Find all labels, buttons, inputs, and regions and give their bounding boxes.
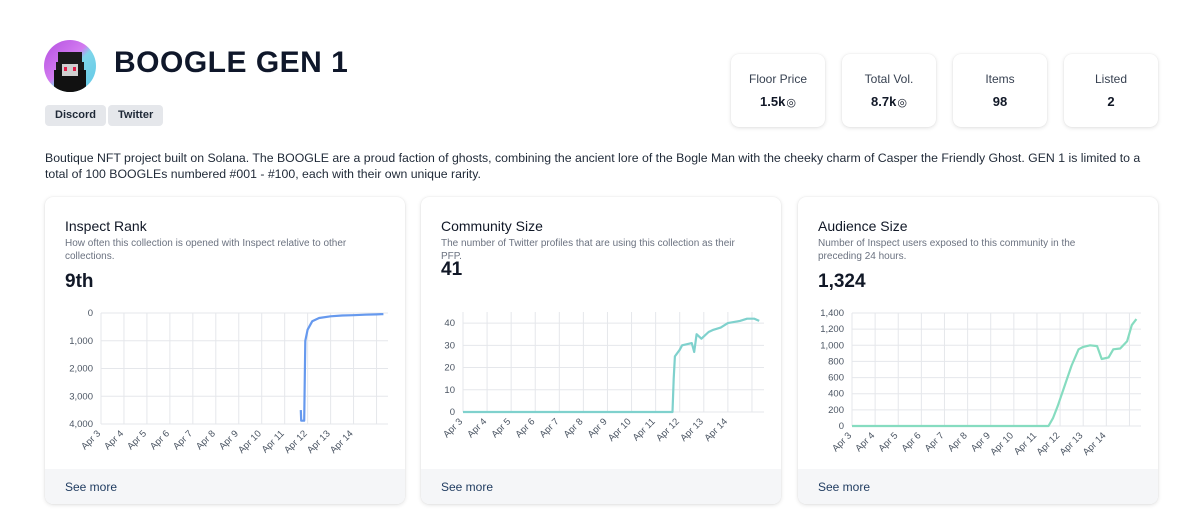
x-tick-label: Apr 13 xyxy=(1058,430,1086,458)
y-tick-label: 10 xyxy=(444,385,455,396)
x-tick-label: Apr 5 xyxy=(125,428,149,452)
stat-value: 2 xyxy=(1107,94,1115,109)
y-tick-label: 1,000 xyxy=(820,340,844,351)
card-inspect-rank: Inspect Rank How often this collection i… xyxy=(45,197,405,504)
sol-icon: ◎ xyxy=(786,97,796,109)
y-tick-label: 0 xyxy=(88,308,93,319)
collection-avatar xyxy=(44,40,96,92)
community-size-chart: 0 10 20 30 40 Apr 3 Apr 4 Apr 5 Apr 6 Apr 7 Apr 8 A… xyxy=(441,312,764,444)
stat-items: Items 98 xyxy=(953,54,1047,127)
x-tick-label: Apr 6 xyxy=(900,430,924,454)
x-tick-label: Apr 7 xyxy=(923,430,947,454)
y-tick-label: 20 xyxy=(444,363,455,374)
ghost-pixel-icon xyxy=(54,52,86,92)
series-line xyxy=(299,313,384,422)
x-tick-label: Apr 10 xyxy=(236,428,264,456)
x-tick-label: Apr 6 xyxy=(514,416,538,440)
stat-listed: Listed 2 xyxy=(1064,54,1158,127)
x-tick-label: Apr 4 xyxy=(853,430,877,454)
y-tick-label: 400 xyxy=(828,389,844,400)
card-subtitle: The number of Twitter profiles that are … xyxy=(441,238,735,262)
stat-label: Listed xyxy=(1094,72,1128,86)
collection-title: BOOGLE GEN 1 xyxy=(114,46,349,79)
see-more-link[interactable]: See more xyxy=(818,480,871,494)
x-tick-label: Apr 13 xyxy=(678,416,706,444)
card-subtitle: How often this collection is opened with… xyxy=(65,238,347,262)
see-more-link[interactable]: See more xyxy=(65,480,118,494)
stat-value: 1.5k xyxy=(760,94,786,109)
x-tick-label: Apr 3 xyxy=(830,430,854,454)
twitter-button[interactable]: Twitter xyxy=(108,105,164,126)
x-tick-label: Apr 8 xyxy=(562,416,586,440)
stat-label: Floor Price xyxy=(748,72,807,86)
x-tick-label: Apr 14 xyxy=(702,416,730,444)
y-tick-label: 30 xyxy=(444,340,455,351)
card-value: 1,324 xyxy=(818,271,866,292)
x-tick-label: Apr 8 xyxy=(946,430,970,454)
x-tick-label: Apr 10 xyxy=(606,416,634,444)
y-tick-label: 200 xyxy=(828,405,844,416)
stat-total-volume: Total Vol. 8.7k◎ xyxy=(842,54,936,127)
card-subtitle: Number of Inspect users exposed to this … xyxy=(818,238,1076,262)
card-footer: See more xyxy=(45,469,405,504)
y-tick-label: 2,000 xyxy=(69,364,93,375)
x-tick-label: Apr 6 xyxy=(148,428,172,452)
stat-value: 8.7k xyxy=(871,94,897,109)
x-tick-label: Apr 12 xyxy=(654,416,682,444)
card-value: 9th xyxy=(65,271,94,292)
x-tick-label: Apr 5 xyxy=(489,416,513,440)
see-more-link[interactable]: See more xyxy=(441,480,494,494)
sol-icon: ◎ xyxy=(897,97,907,109)
x-tick-label: Apr 14 xyxy=(1081,430,1109,458)
x-tick-label: Apr 4 xyxy=(465,416,489,440)
x-tick-label: Apr 4 xyxy=(102,428,126,452)
y-tick-label: 4,000 xyxy=(69,419,93,430)
y-tick-label: 0 xyxy=(450,407,455,418)
stat-label: Items xyxy=(985,72,1015,86)
y-tick-label: 800 xyxy=(828,356,844,367)
series-line xyxy=(463,317,760,414)
series-line xyxy=(852,318,1138,428)
x-tick-label: Apr 10 xyxy=(988,430,1016,458)
x-tick-label: Apr 13 xyxy=(305,428,333,456)
y-tick-label: 1,200 xyxy=(820,324,844,335)
y-tick-label: 1,000 xyxy=(69,336,93,347)
x-tick-label: Apr 8 xyxy=(194,428,218,452)
x-tick-label: Apr 3 xyxy=(441,416,465,440)
y-tick-label: 1,400 xyxy=(820,308,844,319)
y-tick-label: 3,000 xyxy=(69,391,93,402)
x-tick-label: Apr 7 xyxy=(538,416,562,440)
card-title: Community Size xyxy=(441,218,543,234)
collection-description: Boutique NFT project built on Solana. Th… xyxy=(45,151,1141,181)
x-tick-label: Apr 11 xyxy=(631,416,658,443)
card-title: Audience Size xyxy=(818,218,908,234)
x-tick-label: Apr 11 xyxy=(1012,430,1039,457)
stat-value: 98 xyxy=(992,94,1008,109)
y-tick-label: 40 xyxy=(444,318,455,329)
x-tick-label: Apr 12 xyxy=(282,428,310,456)
y-tick-label: 0 xyxy=(839,421,844,432)
card-value: 41 xyxy=(441,259,463,280)
stat-value-wrap: 1.5k◎ xyxy=(731,94,825,109)
card-title: Inspect Rank xyxy=(65,218,147,234)
card-footer: See more xyxy=(421,469,781,504)
stat-value-wrap: 8.7k◎ xyxy=(842,94,936,109)
x-tick-label: Apr 14 xyxy=(328,428,356,456)
x-tick-label: Apr 12 xyxy=(1035,430,1063,458)
x-tick-label: Apr 11 xyxy=(260,428,287,455)
stat-floor-price: Floor Price 1.5k◎ xyxy=(731,54,825,127)
x-tick-label: Apr 5 xyxy=(877,430,901,454)
discord-button[interactable]: Discord xyxy=(45,105,106,126)
x-tick-label: Apr 7 xyxy=(171,428,195,452)
card-community-size: Community Size The number of Twitter pro… xyxy=(421,197,781,504)
stat-label: Total Vol. xyxy=(864,72,914,86)
y-tick-label: 600 xyxy=(828,373,844,384)
card-audience-size: Audience Size Number of Inspect users ex… xyxy=(798,197,1158,504)
x-tick-label: Apr 3 xyxy=(79,428,103,452)
card-footer: See more xyxy=(798,469,1158,504)
